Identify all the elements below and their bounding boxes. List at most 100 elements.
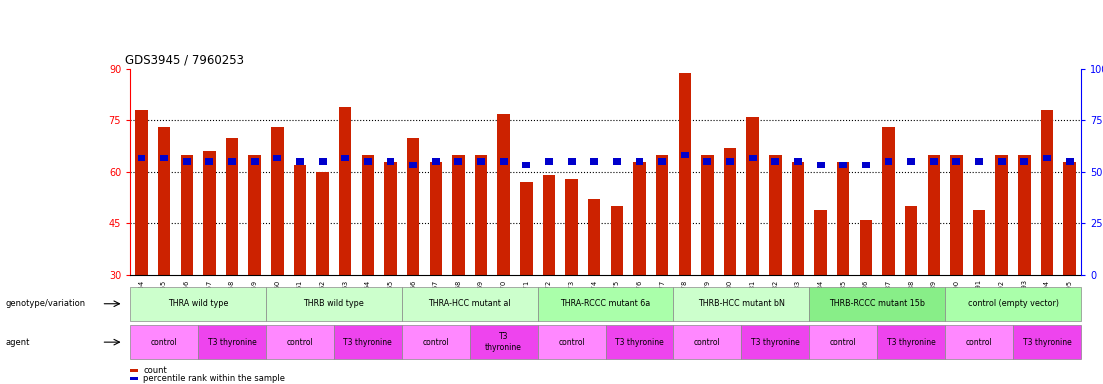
- Bar: [681, 152, 688, 158]
- Bar: [203, 151, 215, 275]
- Bar: [130, 287, 266, 321]
- Bar: [726, 159, 733, 165]
- Bar: [274, 155, 281, 161]
- Bar: [409, 162, 417, 168]
- Bar: [749, 155, 757, 161]
- Bar: [606, 325, 674, 359]
- Bar: [904, 206, 918, 275]
- Bar: [885, 159, 892, 165]
- Bar: [537, 287, 674, 321]
- Bar: [568, 159, 576, 165]
- Text: agent: agent: [6, 338, 30, 347]
- Bar: [537, 325, 606, 359]
- Text: THRA-HCC mutant al: THRA-HCC mutant al: [428, 299, 511, 308]
- Bar: [1043, 155, 1051, 161]
- Bar: [678, 73, 690, 275]
- Text: control: control: [558, 338, 585, 347]
- Bar: [810, 325, 877, 359]
- Text: T3 thyronine: T3 thyronine: [615, 338, 664, 347]
- Text: control (empty vector): control (empty vector): [967, 299, 1059, 308]
- Text: T3 thyronine: T3 thyronine: [207, 338, 256, 347]
- Bar: [341, 155, 350, 161]
- Bar: [429, 162, 442, 275]
- Bar: [792, 162, 804, 275]
- Text: T3 thyronine: T3 thyronine: [343, 338, 393, 347]
- Bar: [861, 162, 870, 168]
- Bar: [588, 199, 600, 275]
- Bar: [474, 155, 488, 275]
- Text: control: control: [694, 338, 720, 347]
- Bar: [130, 369, 138, 372]
- Bar: [228, 159, 236, 165]
- Bar: [1013, 325, 1081, 359]
- Bar: [613, 159, 621, 165]
- Bar: [339, 107, 352, 275]
- Bar: [839, 162, 847, 168]
- Bar: [293, 165, 307, 275]
- Bar: [1065, 159, 1073, 165]
- Bar: [953, 159, 961, 165]
- Bar: [877, 325, 945, 359]
- Text: T3 thyronine: T3 thyronine: [887, 338, 935, 347]
- Bar: [996, 155, 1008, 275]
- Bar: [160, 155, 168, 161]
- Bar: [334, 325, 401, 359]
- Text: THRB wild type: THRB wild type: [303, 299, 364, 308]
- Bar: [794, 159, 802, 165]
- Bar: [431, 159, 440, 165]
- Text: count: count: [143, 366, 168, 376]
- Bar: [364, 159, 372, 165]
- Bar: [319, 159, 326, 165]
- Bar: [226, 137, 238, 275]
- Bar: [248, 155, 261, 275]
- Bar: [674, 287, 810, 321]
- Bar: [205, 159, 213, 165]
- Text: THRB-RCCC mutant 15b: THRB-RCCC mutant 15b: [829, 299, 925, 308]
- Bar: [882, 127, 895, 275]
- Bar: [859, 220, 872, 275]
- Text: GDS3945 / 7960253: GDS3945 / 7960253: [126, 53, 245, 66]
- Bar: [130, 325, 199, 359]
- Text: THRA wild type: THRA wild type: [168, 299, 228, 308]
- Bar: [181, 155, 193, 275]
- Bar: [975, 159, 983, 165]
- Text: THRB-HCC mutant bN: THRB-HCC mutant bN: [698, 299, 785, 308]
- Bar: [611, 206, 623, 275]
- Bar: [658, 159, 666, 165]
- Bar: [454, 159, 462, 165]
- Bar: [950, 155, 963, 275]
- Bar: [771, 159, 780, 165]
- Bar: [317, 172, 329, 275]
- Bar: [1063, 162, 1075, 275]
- Bar: [945, 287, 1081, 321]
- Text: T3 thyronine: T3 thyronine: [1022, 338, 1071, 347]
- Bar: [973, 210, 985, 275]
- Bar: [545, 159, 553, 165]
- Bar: [928, 155, 940, 275]
- Bar: [814, 210, 827, 275]
- Text: control: control: [829, 338, 857, 347]
- Bar: [635, 159, 643, 165]
- Bar: [266, 287, 401, 321]
- Bar: [633, 162, 645, 275]
- Bar: [1041, 110, 1053, 275]
- Bar: [930, 159, 938, 165]
- Bar: [296, 159, 304, 165]
- Text: percentile rank within the sample: percentile rank within the sample: [143, 374, 286, 383]
- Text: control: control: [422, 338, 449, 347]
- Bar: [543, 175, 555, 275]
- Bar: [704, 159, 711, 165]
- Bar: [724, 148, 737, 275]
- Bar: [590, 159, 598, 165]
- Bar: [816, 162, 825, 168]
- Bar: [656, 155, 668, 275]
- Bar: [1020, 159, 1028, 165]
- Bar: [183, 159, 191, 165]
- Bar: [136, 110, 148, 275]
- Bar: [741, 325, 810, 359]
- Bar: [566, 179, 578, 275]
- Bar: [521, 182, 533, 275]
- Bar: [386, 159, 395, 165]
- Bar: [452, 155, 464, 275]
- Bar: [384, 162, 397, 275]
